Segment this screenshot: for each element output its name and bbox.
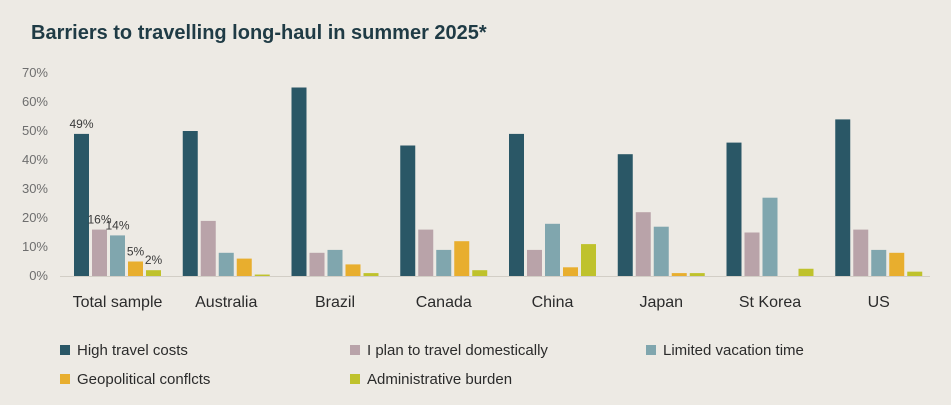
bar [545,223,560,276]
bar [400,145,416,276]
category-label: US [868,294,890,311]
y-tick-label: 50% [22,123,48,138]
bar [327,249,343,276]
bar [291,87,307,276]
legend-label: I plan to travel domestically [367,342,548,359]
bar [363,273,379,276]
legend-swatch [60,374,70,384]
bar [218,252,234,276]
bar [309,252,325,276]
legend-label: Limited vacation time [663,342,804,359]
bar [563,267,578,276]
bar [635,212,651,276]
y-tick-label: 30% [22,181,48,196]
category-label: Australia [195,294,257,311]
bar [835,119,851,277]
data-label: 16% [87,213,111,227]
bar [128,261,143,276]
legend-swatch [60,345,70,355]
bar [527,249,542,276]
bar [744,232,760,276]
category-label: Brazil [315,294,355,311]
bar [110,235,125,276]
legend-label: High travel costs [77,342,188,359]
legend-label: Administrative burden [367,371,512,388]
category-label: Canada [416,294,472,311]
y-tick-label: 0% [29,268,48,283]
bar [853,229,869,276]
y-tick-label: 10% [22,239,48,254]
legend-swatch [350,345,360,355]
category-label: Japan [639,294,683,311]
data-label: 2% [145,253,163,267]
bar [345,264,361,276]
bar [726,142,742,276]
category-label: Total sample [73,294,163,311]
bar [871,249,887,276]
bar [436,249,452,276]
legend-swatch [350,374,360,384]
category-label: China [532,294,574,311]
bar [671,273,687,276]
bar [92,229,107,276]
bar [907,271,923,276]
bar [581,244,596,276]
category-label: St Korea [739,294,801,311]
data-label: 49% [69,117,93,131]
bar [146,270,161,276]
data-label: 5% [127,245,145,259]
bar [653,226,669,276]
y-tick-label: 60% [22,94,48,109]
bar [472,270,488,276]
bar [254,274,270,276]
bar [236,258,252,276]
y-tick-label: 40% [22,152,48,167]
bar [418,229,434,276]
y-tick-label: 20% [22,210,48,225]
chart-title: Barriers to travelling long-haul in summ… [31,22,487,44]
bar [509,133,524,276]
bar [200,220,216,276]
bar [74,133,89,276]
bar [762,197,778,276]
data-label: 14% [105,218,129,232]
bar [889,252,905,276]
bar [617,154,633,276]
legend-label: Geopolitical conflcts [77,371,210,388]
bar [182,131,198,276]
y-tick-label: 70% [22,65,48,80]
bar [798,268,814,276]
bar [454,241,470,276]
bar [689,273,705,276]
legend-swatch [646,345,656,355]
